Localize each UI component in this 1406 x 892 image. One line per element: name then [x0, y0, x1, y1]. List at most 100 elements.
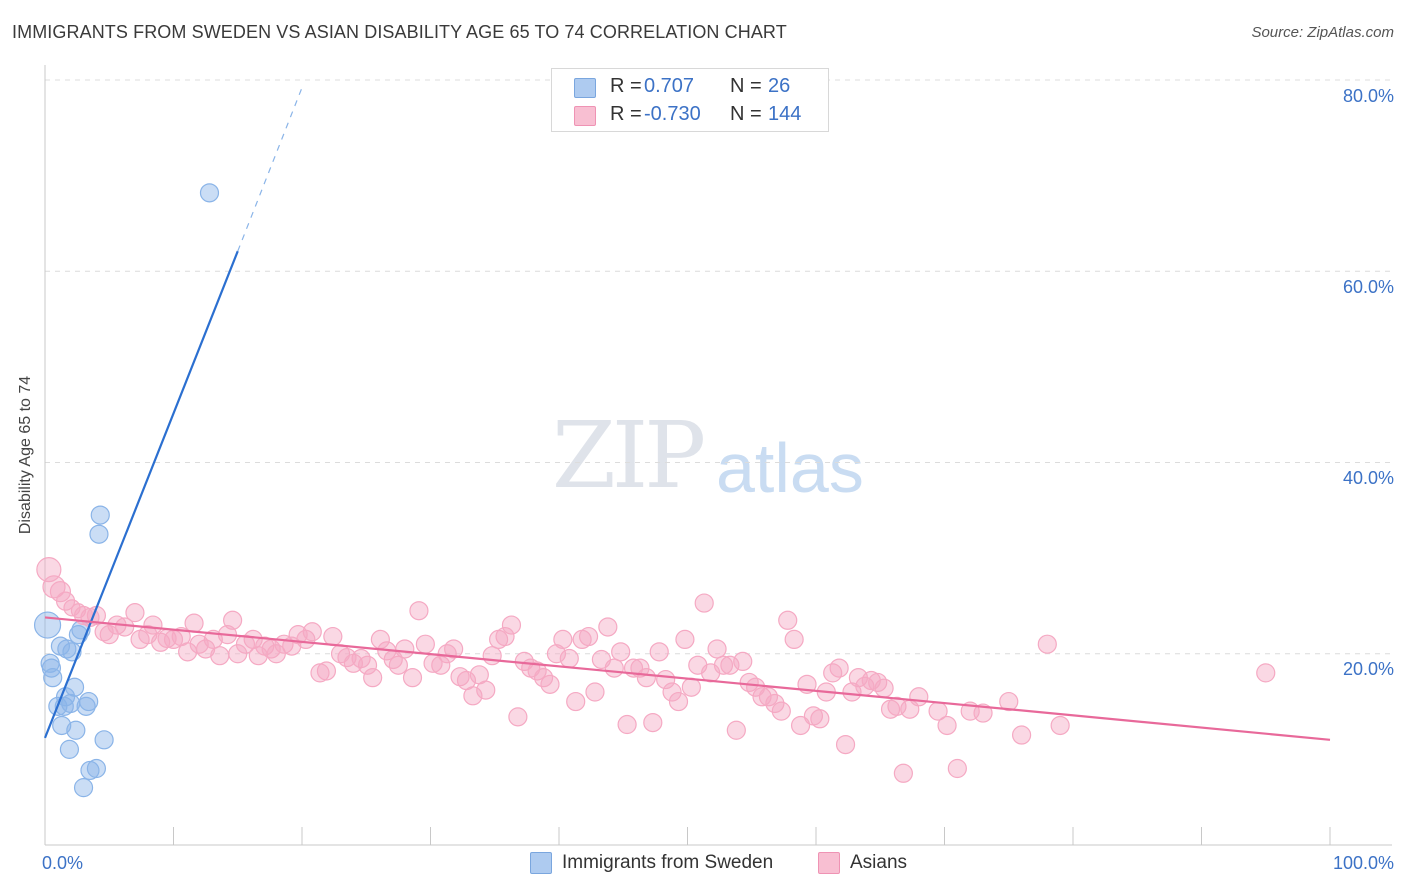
asians-point [649, 642, 669, 662]
sweden-point [57, 639, 77, 659]
asians-point [482, 646, 502, 666]
asians-point [893, 763, 913, 783]
asians-point [733, 651, 753, 672]
sweden-point [86, 758, 107, 779]
asians-point [771, 701, 791, 721]
sweden-point [59, 739, 80, 759]
sweden-trend-line [43, 250, 239, 739]
y-tick-label-80: 80.0% [1342, 86, 1394, 106]
asians-point [223, 610, 243, 630]
asians-point [937, 715, 957, 736]
asians-point [643, 712, 663, 733]
asians-point [668, 691, 689, 712]
asians-point [444, 639, 464, 659]
watermark-atlas: atlas [716, 429, 864, 507]
sweden-point [94, 730, 114, 750]
asians-point [675, 629, 695, 650]
asians-point [681, 677, 701, 697]
asians-point [115, 617, 135, 637]
asians-point [585, 682, 605, 702]
asians-point [604, 658, 624, 678]
asians-point [540, 674, 560, 694]
asians-trend-line [44, 616, 1331, 741]
asians-point [835, 734, 856, 755]
legend-item-asians[interactable]: Asians [818, 852, 907, 874]
chart-title: IMMIGRANTS FROM SWEDEN VS ASIAN DISABILI… [12, 22, 787, 42]
legend-label-sweden: Immigrants from Sweden [562, 852, 774, 873]
y-tick-label-40: 40.0% [1342, 468, 1394, 488]
sweden-point [89, 524, 109, 544]
asians-point [125, 603, 145, 623]
legend-swatch-asians [574, 106, 596, 126]
legend-n-value: 144 [768, 103, 802, 125]
legend-r-label: R = [610, 103, 642, 125]
asians-point [402, 668, 423, 688]
asians-point [947, 758, 967, 779]
asians-point [559, 648, 579, 669]
sweden-trend-extension [237, 87, 303, 252]
asians-point [363, 668, 383, 688]
asians-point [778, 610, 798, 630]
asians-point [55, 591, 76, 611]
asians-point [210, 646, 230, 666]
asians-point [99, 625, 119, 645]
asians-point [388, 655, 408, 675]
asians-point [720, 655, 740, 675]
legend-r-value: -0.730 [644, 103, 701, 125]
y-tick-label-60: 60.0% [1342, 277, 1394, 297]
asians-point [765, 693, 785, 714]
asians-point [357, 655, 378, 675]
legend-swatch-sweden [574, 78, 596, 98]
legend-swatch-sweden [530, 852, 552, 874]
x-tick-label-max: 100.0% [1332, 853, 1394, 873]
sweden-point [79, 691, 99, 712]
asians-point [790, 715, 811, 736]
legend-r-value: 0.707 [644, 75, 695, 97]
asians-point [566, 691, 586, 712]
asians-point [784, 629, 804, 650]
legend-row-asians: R = -0.730 N = 144 [552, 101, 828, 129]
legend-swatch-asians [818, 852, 840, 874]
asians-point [323, 626, 343, 647]
chart-source: Source: ZipAtlas.com [1251, 24, 1394, 41]
sweden-point [90, 505, 110, 525]
asians-point [810, 709, 830, 729]
asians-point [302, 622, 322, 642]
asians-point [578, 626, 599, 647]
asians-point [636, 668, 656, 688]
asians-point [1050, 715, 1070, 736]
asians-point [553, 629, 573, 650]
legend-row-sweden: R = 0.707 N = 26 [552, 73, 828, 101]
correlation-legend: R = 0.707 N = 26 R = -0.730 N = 144 [551, 68, 829, 132]
x-tick-label-min: 0.0% [42, 853, 84, 873]
asians-point [1256, 663, 1276, 683]
asians-point [874, 678, 894, 698]
legend-item-sweden[interactable]: Immigrants from Sweden [530, 852, 773, 874]
asians-point [395, 639, 415, 659]
asians-point [508, 707, 528, 727]
asians-point [746, 677, 766, 697]
sweden-point [66, 720, 86, 740]
asians-point [611, 642, 631, 662]
sweden-point [33, 611, 62, 639]
asians-point [1011, 725, 1032, 745]
asians-point [694, 593, 714, 613]
legend-n-label: N = [730, 75, 762, 97]
asians-point [726, 720, 746, 740]
y-tick-label-20: 20.0% [1342, 659, 1394, 679]
series-legend: Immigrants from Sweden Asians [0, 852, 1406, 876]
legend-r-label: R = [610, 75, 642, 97]
asians-point [707, 639, 727, 659]
asians-point [228, 644, 248, 664]
asians-point [296, 629, 316, 650]
asians-point [662, 682, 682, 702]
asians-point [598, 617, 618, 637]
asians-point [49, 580, 72, 603]
sweden-point [43, 668, 63, 688]
sweden-point [199, 183, 220, 203]
asians-point [266, 644, 286, 664]
legend-n-value: 26 [768, 75, 791, 97]
asians-point [713, 655, 734, 675]
asians-point [501, 615, 522, 635]
